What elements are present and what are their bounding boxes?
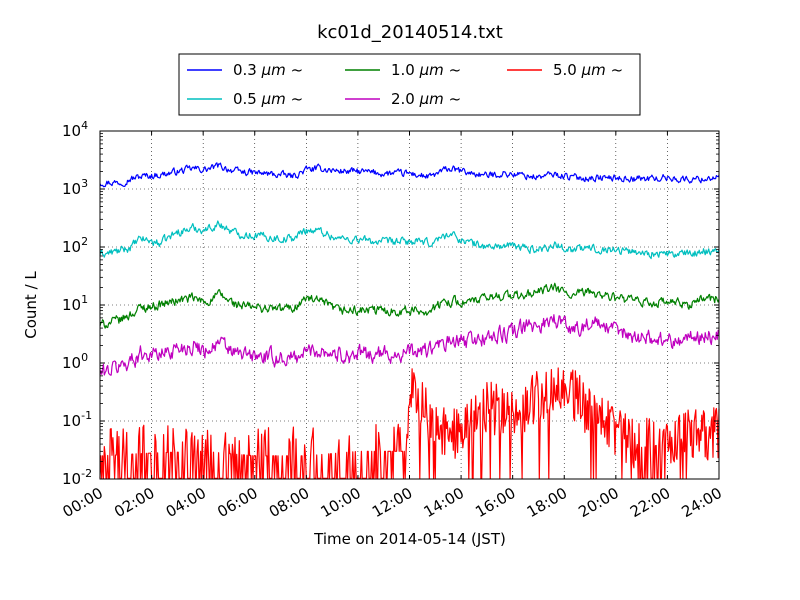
y-tick-exponent: -1 xyxy=(81,409,92,422)
y-tick-label: 102 xyxy=(62,235,88,256)
legend-size: 5.0 xyxy=(553,61,577,79)
y-tick-label: 104 xyxy=(62,119,88,140)
legend-suffix: ~ xyxy=(291,90,304,108)
plot-area xyxy=(100,131,719,479)
legend-unit: μm xyxy=(261,90,286,108)
legend-unit: μm xyxy=(261,61,286,79)
legend-suffix: ~ xyxy=(291,61,304,79)
legend-size: 0.3 xyxy=(233,61,257,79)
y-tick-exponent: 1 xyxy=(81,293,88,306)
legend-label: 2.0 μm ~ xyxy=(391,90,461,108)
legend-suffix: ~ xyxy=(449,90,462,108)
y-tick-label: 100 xyxy=(62,351,88,372)
series-line-0-3um xyxy=(99,162,720,188)
legend-box xyxy=(178,53,641,116)
y-tick-base: 10 xyxy=(62,238,81,256)
legend-unit: μm xyxy=(419,90,444,108)
legend-label: 5.0 μm ~ xyxy=(553,61,623,79)
legend-items: 0.3 μm ~0.5 μm ~1.0 μm ~2.0 μm ~5.0 μm ~ xyxy=(187,61,623,108)
y-tick-label: 103 xyxy=(62,177,88,198)
legend-label: 0.3 μm ~ xyxy=(233,61,303,79)
y-tick-label: 10-1 xyxy=(62,409,92,430)
legend-label: 1.0 μm ~ xyxy=(391,61,461,79)
legend-size: 1.0 xyxy=(391,61,415,79)
y-tick-exponent: 2 xyxy=(81,235,88,248)
y-tick-exponent: 3 xyxy=(81,177,88,190)
y-tick-exponent: 0 xyxy=(81,351,88,364)
y-tick-exponent: 4 xyxy=(81,119,88,132)
legend-unit: μm xyxy=(581,61,606,79)
y-axis-label: Count / L xyxy=(22,271,40,339)
y-tick-label: 10-2 xyxy=(62,467,92,488)
y-tick-base: 10 xyxy=(62,180,81,198)
series-line-0-5um xyxy=(99,220,720,260)
y-tick-exponent: -2 xyxy=(81,467,92,480)
axis-ticks xyxy=(99,130,720,480)
legend-label: 0.5 μm ~ xyxy=(233,90,303,108)
legend-size: 0.5 xyxy=(233,90,257,108)
chart-title: kc01d_20140514.txt xyxy=(317,22,503,43)
legend-suffix: ~ xyxy=(449,61,462,79)
x-axis-label: Time on 2014-05-14 (JST) xyxy=(313,530,506,548)
y-tick-base: 10 xyxy=(62,296,81,314)
y-tick-base: 10 xyxy=(62,412,81,430)
series-line-2-0um xyxy=(99,314,720,376)
legend-size: 2.0 xyxy=(391,90,415,108)
legend-unit: μm xyxy=(419,61,444,79)
y-tick-base: 10 xyxy=(62,122,81,140)
y-tick-label: 101 xyxy=(62,293,88,314)
y-tick-base: 10 xyxy=(62,470,81,488)
legend-suffix: ~ xyxy=(611,61,624,79)
y-tick-base: 10 xyxy=(62,354,81,372)
series-line-1-0um xyxy=(99,282,720,329)
